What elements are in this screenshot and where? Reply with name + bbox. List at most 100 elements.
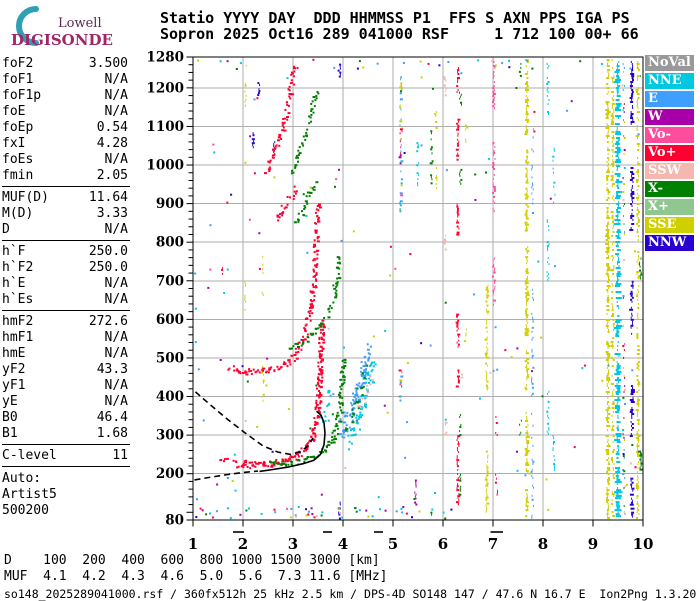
param-row-fof1: foF1 N/A xyxy=(2,72,128,88)
param-label: foF1p xyxy=(2,88,42,103)
muf-row: MUF 4.1 4.2 4.3 4.6 5.0 5.6 7.3 11.6 [MH… xyxy=(4,569,388,584)
autoscaling-info: Auto: Artist5 500200 xyxy=(2,471,130,519)
svg-text:900: 900 xyxy=(156,196,184,212)
param-row-d: D N/A xyxy=(2,222,128,238)
panel-divider xyxy=(2,466,130,467)
param-value: 3.33 xyxy=(96,206,128,221)
legend-item-vo-: Vo- xyxy=(645,127,694,143)
param-value: N/A xyxy=(104,394,128,409)
param-row-h-f2: h`F2 250.0 xyxy=(2,260,128,276)
legend-item-noval: NoVal xyxy=(645,55,694,71)
param-row-fxi: fxI 4.28 xyxy=(2,136,128,152)
legend-item-x-: X- xyxy=(645,181,694,197)
legend-item-sse: SSE xyxy=(645,217,694,233)
legend-item-w: W xyxy=(645,109,694,125)
param-value: 3.500 xyxy=(88,56,128,71)
param-row-hmf2: hmF2 272.6 xyxy=(2,314,128,330)
param-label: yF2 xyxy=(2,362,26,377)
header-values-line: Sopron 2025 Oct16 289 041000 RSF 1 712 1… xyxy=(160,25,639,43)
autoscaling-line: Auto: xyxy=(2,471,42,486)
legend-item-nne: NNE xyxy=(645,73,694,89)
svg-text:600: 600 xyxy=(156,312,184,328)
svg-text:300: 300 xyxy=(156,428,184,444)
param-value: N/A xyxy=(104,152,128,167)
params-panel: foF2 3.500 foF1 N/A foF1p N/A foE N/A foEp 0.54 fx… xyxy=(2,56,130,519)
panel-divider xyxy=(2,310,130,311)
param-label: fxI xyxy=(2,136,26,151)
svg-text:800: 800 xyxy=(156,235,184,251)
model-lines xyxy=(194,391,326,481)
axes: 1280120011001000900800700600500400300200… xyxy=(146,50,653,554)
svg-text:700: 700 xyxy=(156,273,184,289)
svg-text:3: 3 xyxy=(288,535,298,553)
svg-text:1280: 1280 xyxy=(146,50,184,66)
param-label: foF1 xyxy=(2,72,34,87)
param-label: h`F xyxy=(2,244,26,259)
svg-text:4: 4 xyxy=(338,535,348,553)
logo-swoosh-icon xyxy=(16,6,39,46)
param-label: foF2 xyxy=(2,56,34,71)
param-value: 272.6 xyxy=(88,314,128,329)
param-label: MUF(D) xyxy=(2,190,49,205)
param-value: N/A xyxy=(104,104,128,119)
param-value: 43.3 xyxy=(96,362,128,377)
legend-item-nnw: NNW xyxy=(645,235,694,251)
param-value: N/A xyxy=(104,276,128,291)
param-value: 4.28 xyxy=(96,136,128,151)
param-label: h`F2 xyxy=(2,260,34,275)
panel-divider xyxy=(2,240,130,241)
param-label: D xyxy=(2,222,10,237)
svg-text:80: 80 xyxy=(165,513,184,529)
header-columns-line: Statio YYYY DAY DDD HHMMSS P1 FFS S AXN … xyxy=(160,9,630,27)
param-value: N/A xyxy=(104,222,128,237)
param-value: 2.05 xyxy=(96,168,128,183)
legend-item-x-: X+ xyxy=(645,199,694,215)
param-value: N/A xyxy=(104,378,128,393)
panel-divider xyxy=(2,186,130,187)
legend-item-vo-: Vo+ xyxy=(645,145,694,161)
param-value: 46.4 xyxy=(96,410,128,425)
svg-text:6: 6 xyxy=(438,535,448,553)
param-row-fof1p: foF1p N/A xyxy=(2,88,128,104)
param-row-m-d-: M(D) 3.33 xyxy=(2,206,128,222)
svg-text:2: 2 xyxy=(238,535,248,553)
param-label: foEp xyxy=(2,120,34,135)
file-info-line: so148_2025289041000.rsf / 360fx512h 25 k… xyxy=(4,587,697,601)
param-value: N/A xyxy=(104,292,128,307)
rfi-columns xyxy=(221,59,643,520)
svg-text:200: 200 xyxy=(156,466,184,482)
svg-text:8: 8 xyxy=(538,535,548,553)
param-row-ye: yE N/A xyxy=(2,394,128,410)
param-row-c-level: C-level 11 xyxy=(2,448,128,464)
svg-text:10: 10 xyxy=(633,535,654,553)
param-label: h`E xyxy=(2,276,26,291)
param-value: 250.0 xyxy=(88,244,128,259)
plot-legend: NoVal NNE E W Vo- Vo+ SSW X- X+ SSE NNW xyxy=(645,55,697,253)
svg-text:1100: 1100 xyxy=(146,119,184,135)
param-label: foEs xyxy=(2,152,34,167)
param-label: B1 xyxy=(2,426,18,441)
noise-specks xyxy=(194,58,640,520)
param-value: N/A xyxy=(104,72,128,87)
svg-text:1000: 1000 xyxy=(146,158,184,174)
svg-text:5: 5 xyxy=(388,535,398,553)
param-row-foes: foEs N/A xyxy=(2,152,128,168)
plot-grid xyxy=(193,57,643,520)
param-label: fmin xyxy=(2,168,34,183)
param-label: h`Es xyxy=(2,292,34,307)
param-value: 0.54 xyxy=(96,120,128,135)
param-label: hmE xyxy=(2,346,26,361)
param-value: N/A xyxy=(104,346,128,361)
param-label: M(D) xyxy=(2,206,34,221)
autoscaling-line: 500200 xyxy=(2,503,49,518)
svg-text:1200: 1200 xyxy=(146,80,184,96)
param-row-fmin: fmin 2.05 xyxy=(2,168,128,184)
param-row-h-f: h`F 250.0 xyxy=(2,244,128,260)
param-label: hmF1 xyxy=(2,330,34,345)
autoscaling-line: Artist5 xyxy=(2,487,57,502)
param-label: yF1 xyxy=(2,378,26,393)
param-label: foE xyxy=(2,104,26,119)
param-value: 11.64 xyxy=(88,190,128,205)
logo-top-text: Lowell xyxy=(58,16,102,31)
